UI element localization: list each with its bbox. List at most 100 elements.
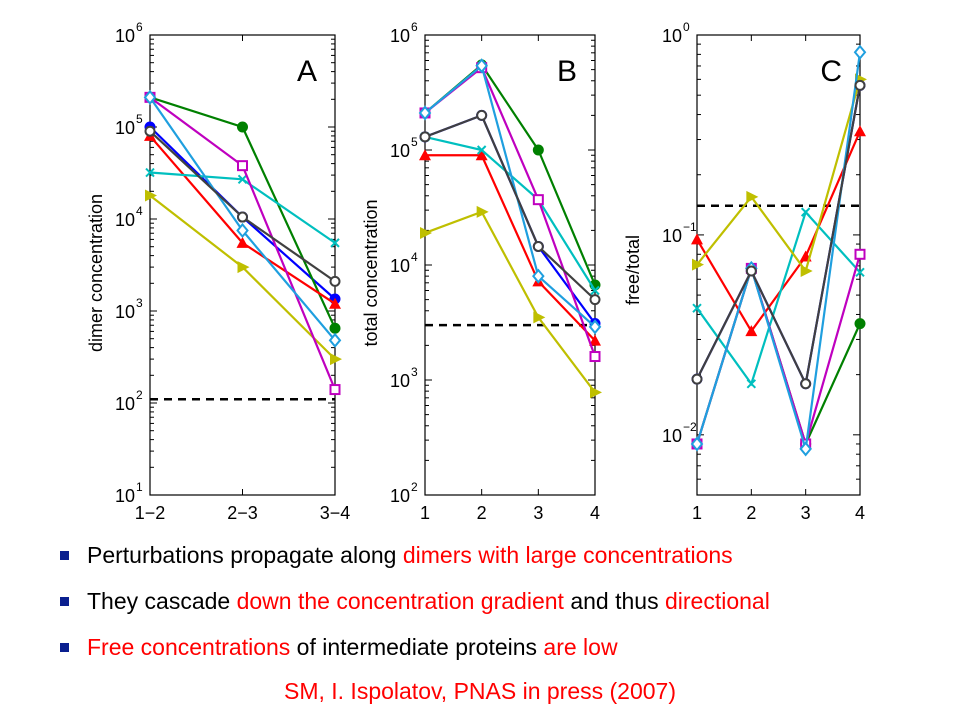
data-point: [853, 44, 867, 60]
y-tick-exponent: 0: [683, 20, 690, 34]
x-tick-label: 4: [855, 503, 865, 523]
series-line: [424, 135, 596, 292]
data-point: [589, 294, 601, 306]
bullet-item: Perturbations propagate along dimers wit…: [60, 532, 940, 578]
axes-frame: [696, 34, 861, 496]
series-line: [696, 130, 862, 334]
x-tick-label: 1−2: [135, 503, 166, 523]
bullet-square-icon: [60, 642, 69, 652]
data-point: [145, 167, 155, 178]
data-point: [691, 373, 703, 385]
x-tick-label: 2−3: [227, 503, 258, 523]
bullet-highlight: are low: [543, 633, 618, 660]
data-point: [800, 378, 812, 390]
y-tick-label: 10: [390, 486, 410, 506]
y-tick-label: 10: [390, 371, 410, 391]
y-tick-label: 10: [662, 226, 682, 246]
data-point: [746, 379, 757, 389]
panel-label: A: [297, 55, 317, 88]
bullet-item: Free concentrations of intermediate prot…: [60, 624, 940, 670]
bullet-square-icon: [60, 596, 69, 606]
data-point: [532, 194, 544, 206]
series-group: [692, 207, 865, 389]
y-tick-label: 10: [662, 426, 682, 446]
data-point: [745, 325, 758, 337]
series-line: [696, 209, 861, 387]
data-point: [237, 211, 248, 223]
y-tick-exponent: −2: [683, 420, 697, 434]
bullet-text: Perturbations propagate along: [87, 541, 403, 568]
series-line: [424, 210, 596, 394]
x-tick-label: 2: [477, 503, 487, 523]
series-group: [145, 189, 342, 366]
series-group: [420, 205, 602, 399]
series-line: [696, 85, 862, 388]
panel-label: C: [820, 55, 842, 88]
series-line: [425, 154, 596, 342]
series-group: [418, 58, 602, 335]
data-point: [589, 334, 601, 346]
bullet-text: They cascade: [87, 587, 237, 614]
data-point: [329, 322, 341, 334]
y-tick-label: 10: [115, 394, 135, 414]
bullet-item: They cascade down the concentration grad…: [60, 578, 940, 624]
data-point: [237, 160, 248, 172]
data-point: [854, 125, 866, 137]
y-tick-exponent: 4: [136, 204, 143, 218]
y-tick-label: 10: [115, 302, 135, 322]
bullet-highlight: Free concentrations: [87, 633, 291, 660]
x-tick-label: 3: [533, 503, 543, 523]
data-point: [237, 261, 250, 274]
data-point: [532, 268, 545, 284]
data-point: [236, 236, 249, 248]
data-point: [692, 258, 704, 271]
y-axis-label: total concentration: [361, 199, 381, 346]
data-point: [328, 332, 342, 348]
series-line: [424, 113, 596, 301]
series-group: [691, 248, 866, 450]
data-point: [329, 297, 341, 309]
data-point: [237, 121, 248, 133]
series-line: [696, 79, 862, 274]
series-group: [143, 89, 342, 348]
data-point: [692, 303, 702, 313]
data-point: [590, 386, 602, 399]
bullet-text: and thus: [563, 587, 665, 614]
y-tick-exponent: 5: [411, 135, 418, 149]
data-point: [588, 319, 602, 335]
series-group: [145, 167, 340, 248]
data-point: [854, 318, 866, 330]
x-tick-label: 1: [692, 503, 702, 523]
y-tick-label: 10: [390, 256, 410, 276]
x-tick-label: 3−4: [320, 503, 351, 523]
y-tick-exponent: 3: [136, 296, 143, 310]
data-point: [532, 144, 544, 156]
data-point: [800, 207, 811, 217]
data-point: [329, 384, 341, 396]
panel-label: B: [557, 55, 577, 88]
data-point: [854, 248, 866, 260]
y-tick-exponent: 2: [136, 388, 143, 402]
series-line: [424, 63, 596, 328]
data-point: [476, 145, 487, 155]
data-point: [330, 353, 342, 366]
x-tick-label: 3: [801, 503, 811, 523]
data-point: [236, 222, 249, 239]
data-point: [589, 351, 601, 363]
y-axis-label: dimer concentration: [86, 194, 106, 352]
y-tick-exponent: 4: [411, 250, 418, 264]
data-point: [590, 285, 600, 296]
x-tick-label: 1: [420, 503, 430, 523]
data-point: [419, 131, 431, 143]
y-tick-exponent: 2: [411, 480, 418, 494]
series-group: [691, 79, 866, 390]
y-tick-exponent: −1: [683, 220, 697, 234]
series-line: [695, 52, 862, 450]
data-point: [476, 109, 488, 121]
bullet-square-icon: [60, 550, 69, 560]
data-point: [329, 275, 341, 287]
y-tick-label: 10: [662, 26, 682, 46]
